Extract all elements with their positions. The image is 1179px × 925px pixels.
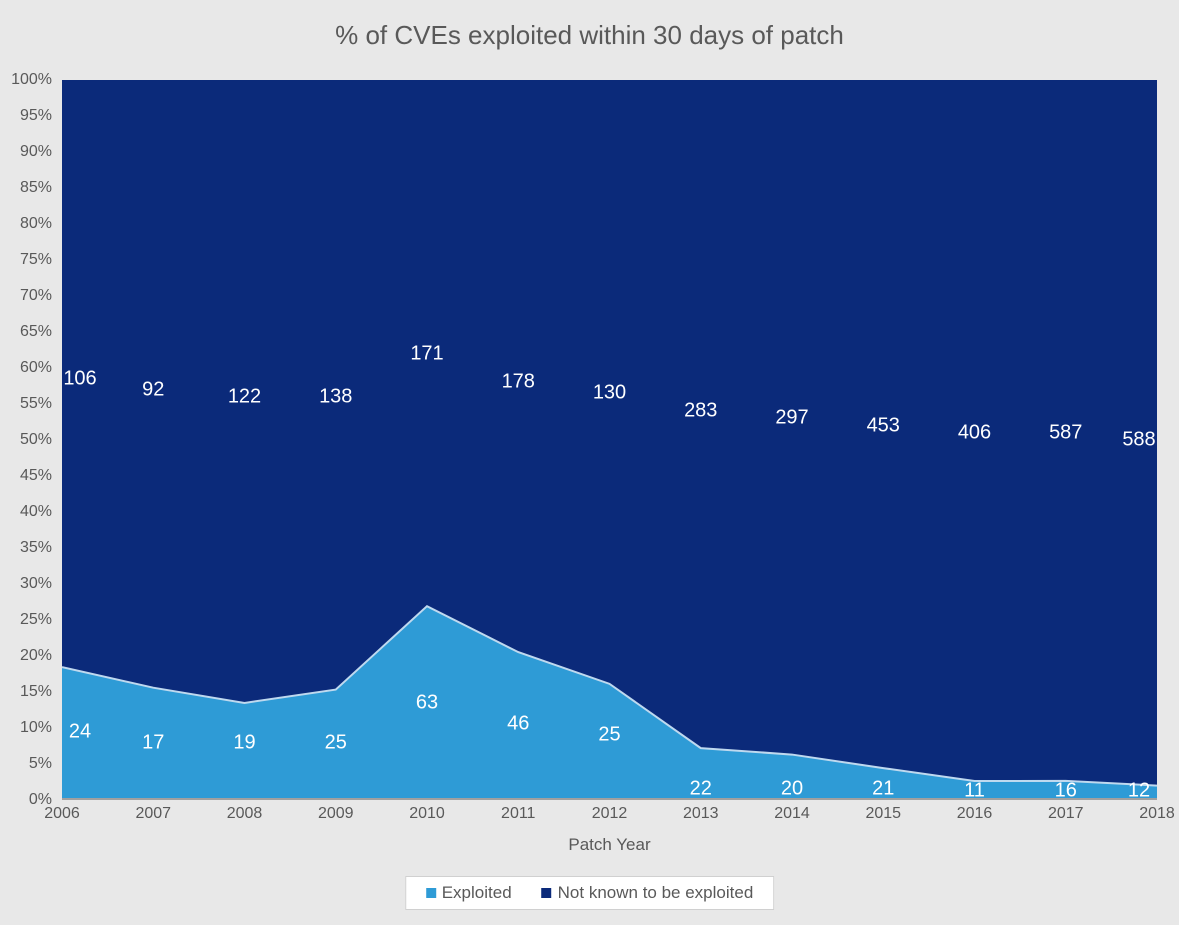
plot-area: 24 106 17 92 19 122 25 138 63 171 46 178 25 130 22 283 2… — [62, 80, 1157, 800]
data-label-not-exploited: 297 — [775, 407, 808, 430]
x-tick-label: 2009 — [318, 805, 354, 823]
data-label-exploited: 17 — [142, 732, 164, 755]
data-label-exploited: 22 — [690, 778, 712, 801]
y-tick-label: 75% — [20, 251, 52, 269]
y-tick-label: 10% — [20, 719, 52, 737]
data-label-exploited: 25 — [325, 732, 347, 755]
data-label-exploited: 21 — [872, 778, 894, 801]
x-axis-title: Patch Year — [62, 835, 1157, 855]
y-tick-label: 45% — [20, 467, 52, 485]
legend-item-not-exploited: Not known to be exploited — [542, 883, 754, 903]
y-tick-label: 30% — [20, 575, 52, 593]
x-tick-label: 2018 — [1139, 805, 1175, 823]
y-tick-label: 80% — [20, 215, 52, 233]
y-tick-label: 85% — [20, 179, 52, 197]
chart-container: % of CVEs exploited within 30 days of pa… — [0, 0, 1179, 925]
y-tick-label: 65% — [20, 323, 52, 341]
data-label-not-exploited: 106 — [63, 367, 96, 390]
x-tick-label: 2008 — [227, 805, 263, 823]
data-label-not-exploited: 171 — [410, 342, 443, 365]
x-tick-label: 2017 — [1048, 805, 1084, 823]
x-tick-label: 2014 — [774, 805, 810, 823]
data-label-not-exploited: 178 — [502, 371, 535, 394]
data-label-exploited: 11 — [964, 780, 985, 803]
area-not-exploited — [62, 80, 1157, 786]
data-label-exploited: 20 — [781, 778, 803, 801]
x-tick-label: 2012 — [592, 805, 628, 823]
y-tick-label: 50% — [20, 431, 52, 449]
data-label-exploited: 63 — [416, 691, 438, 714]
y-tick-label: 40% — [20, 503, 52, 521]
data-label-not-exploited: 92 — [142, 378, 164, 401]
y-tick-label: 55% — [20, 395, 52, 413]
data-label-not-exploited: 283 — [684, 400, 717, 423]
y-axis: 0%5%10%15%20%25%30%35%40%45%50%55%60%65%… — [0, 80, 58, 800]
x-tick-label: 2006 — [44, 805, 80, 823]
data-label-exploited: 19 — [233, 732, 255, 755]
y-tick-label: 90% — [20, 143, 52, 161]
y-tick-label: 5% — [29, 755, 52, 773]
x-tick-label: 2013 — [683, 805, 719, 823]
x-axis-baseline — [62, 798, 1157, 800]
data-label-not-exploited: 122 — [228, 385, 261, 408]
legend-swatch-icon — [542, 888, 552, 898]
chart-title: % of CVEs exploited within 30 days of pa… — [0, 20, 1179, 51]
data-label-not-exploited: 406 — [958, 421, 991, 444]
x-tick-label: 2007 — [135, 805, 171, 823]
data-label-not-exploited: 453 — [867, 414, 900, 437]
legend-label: Not known to be exploited — [558, 883, 754, 903]
data-label-not-exploited: 588 — [1122, 429, 1155, 452]
legend: Exploited Not known to be exploited — [405, 876, 775, 910]
y-tick-label: 95% — [20, 107, 52, 125]
data-label-not-exploited: 130 — [593, 382, 626, 405]
y-tick-label: 25% — [20, 611, 52, 629]
x-tick-label: 2011 — [501, 805, 535, 823]
data-label-exploited: 16 — [1055, 780, 1077, 803]
legend-swatch-icon — [426, 888, 436, 898]
data-label-not-exploited: 587 — [1049, 421, 1082, 444]
y-tick-label: 100% — [11, 71, 52, 89]
data-label-exploited: 46 — [507, 713, 529, 736]
y-tick-label: 15% — [20, 683, 52, 701]
y-tick-label: 70% — [20, 287, 52, 305]
y-tick-label: 35% — [20, 539, 52, 557]
x-tick-label: 2015 — [865, 805, 901, 823]
x-tick-label: 2016 — [957, 805, 993, 823]
data-label-exploited: 24 — [69, 721, 91, 744]
data-label-exploited: 25 — [598, 724, 620, 747]
data-label-not-exploited: 138 — [319, 385, 352, 408]
legend-label: Exploited — [442, 883, 512, 903]
data-label-exploited: 12 — [1128, 780, 1150, 803]
y-tick-label: 60% — [20, 359, 52, 377]
legend-item-exploited: Exploited — [426, 883, 512, 903]
stacked-area-svg — [62, 80, 1157, 800]
x-axis: 2006200720082009201020112012201320142015… — [62, 805, 1157, 835]
x-tick-label: 2010 — [409, 805, 445, 823]
y-tick-label: 20% — [20, 647, 52, 665]
